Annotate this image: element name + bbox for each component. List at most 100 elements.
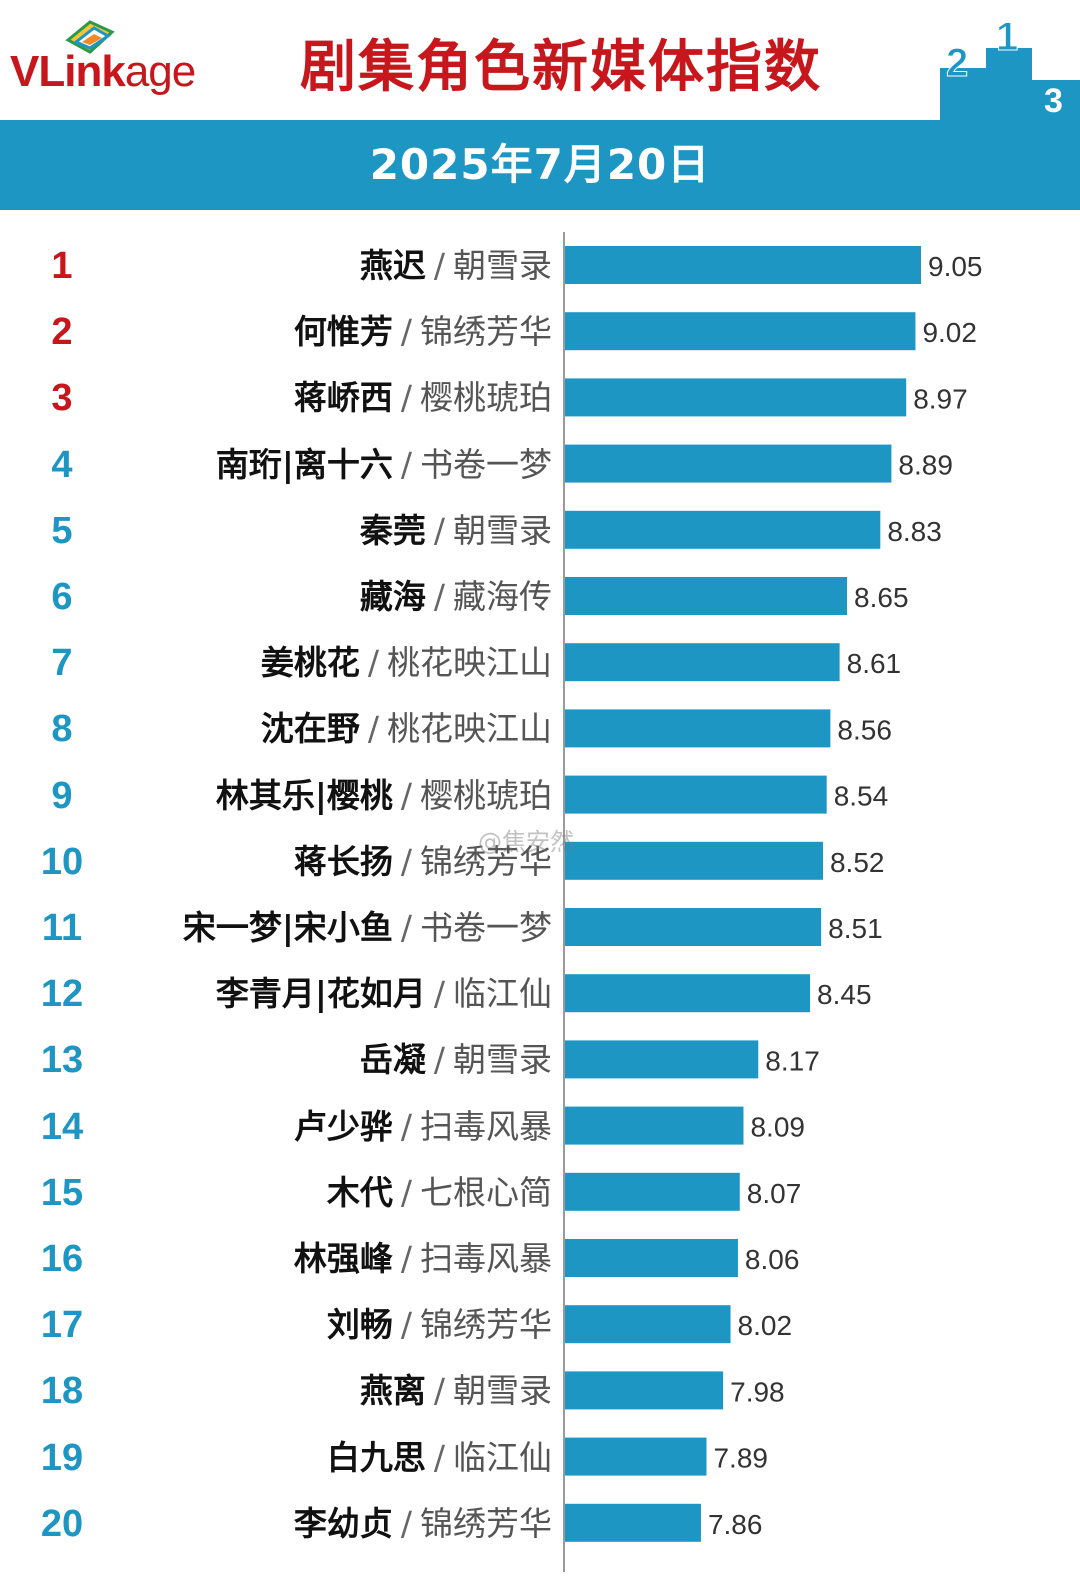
label-separator: / [433,577,445,616]
character-name: 燕离 [359,1371,426,1411]
category-label: 蒋长扬 / 锦绣芳华 [294,836,552,888]
character-name: 李青月|花如月 [215,974,426,1014]
show-name: 朝雪录 [453,246,552,285]
rank-number: 17 [40,1304,84,1347]
character-name: 何惟芳 [293,312,393,352]
bar-value-label: 8.07 [747,1178,802,1209]
category-label: 姜桃花 / 桃花映江山 [261,637,552,689]
category-label: 木代 / 七根心简 [327,1167,552,1219]
podium-icon: 2 1 3 [940,18,1080,122]
ranking-row: 18 燕离 / 朝雪录 [0,1357,1080,1423]
ranking-row: 11 宋一梦|宋小鱼 / 书卷一梦 [0,894,1080,960]
character-name: 宋一梦|宋小鱼 [182,908,393,947]
bar-value-label: 8.09 [750,1112,805,1143]
show-name: 临江仙 [453,1437,552,1477]
label-separator: / [433,974,445,1014]
ranking-row: 14 卢少骅 / 扫毒风暴 [0,1093,1080,1159]
podium-digit-2: 2 [946,41,968,85]
show-name: 七根心简 [420,1172,552,1212]
bar-value-label: 8.45 [817,979,872,1010]
rank-number: 3 [51,377,73,420]
rank-number: 4 [51,443,73,486]
show-name: 桃花映江山 [387,643,552,683]
label-separator: / [400,1503,412,1543]
rank-number: 1 [51,245,73,287]
category-label: 藏海 / 藏海传 [360,571,552,623]
bar [565,1503,701,1542]
bar [565,510,881,549]
ranking-row: 1 燕迟 / 朝雪录 [0,232,1080,298]
character-name: 刘畅 [326,1305,393,1345]
label-separator: / [400,908,412,947]
rank-number: 5 [51,509,73,552]
show-name: 临江仙 [453,974,552,1014]
bar [565,1239,738,1277]
bar [565,709,831,748]
bar [565,312,916,351]
show-name: 桃花映江山 [387,709,552,749]
character-name: 林其乐|樱桃 [215,775,393,815]
rank-number: 6 [51,576,73,618]
character-name: 秦莞 [359,510,426,550]
label-separator: / [400,1305,412,1345]
category-label: 刘畅 / 锦绣芳华 [327,1299,552,1351]
header: VLinkage 剧集角色新媒体指数 2 1 3 [0,0,1080,122]
show-name: 书卷一梦 [420,444,552,484]
bar-value-label: 7.89 [713,1443,768,1474]
bar [565,1172,740,1211]
character-name: 岳凝 [359,1040,426,1080]
bar-value-label: 8.65 [854,582,909,613]
character-name: 蒋峤西 [293,378,393,418]
show-name: 樱桃琥珀 [420,775,552,815]
ranking-row: 17 刘畅 / 锦绣芳华 [0,1291,1080,1357]
label-separator: / [433,510,445,550]
logo-text: VLinkage [10,50,196,94]
ranking-row: 16 林强峰 / 扫毒风暴 [0,1225,1080,1291]
date-band: 2025年7月20日 [0,120,1080,210]
bar-value-label: 9.02 [922,317,977,348]
ranking-row: 12 李青月|花如月 / 临江仙 [0,960,1080,1026]
bar [565,444,892,483]
category-label: 林强峰 / 扫毒风暴 [294,1233,552,1285]
show-name: 锦绣芳华 [420,1305,552,1345]
bar-value-label: 7.98 [730,1376,785,1407]
character-name: 燕迟 [359,246,426,285]
bar-value-label: 8.89 [898,450,953,481]
rank-number: 14 [40,1105,84,1148]
ranking-row: 6 藏海 / 藏海传 [0,563,1080,629]
bar [565,643,840,682]
bar-value-label: 8.97 [913,383,968,414]
label-separator: / [400,312,412,352]
bar-value-label: 8.56 [837,714,892,745]
ranking-row: 20 李幼贞 / 锦绣芳华 [0,1490,1080,1556]
ranking-row: 13 岳凝 / 朝雪录 [0,1026,1080,1092]
show-name: 扫毒风暴 [420,1239,552,1278]
bar [565,841,823,880]
bar-value-label: 8.83 [887,516,942,547]
category-label: 南珩|离十六 / 书卷一梦 [216,439,552,491]
category-label: 何惟芳 / 锦绣芳华 [294,306,552,358]
category-label: 宋一梦|宋小鱼 / 书卷一梦 [183,902,552,954]
character-name: 南珩|离十六 [215,444,393,484]
label-separator: / [400,1106,412,1146]
bar [565,378,907,417]
character-name: 藏海 [359,577,426,616]
category-label: 李青月|花如月 / 临江仙 [216,968,552,1020]
character-name: 沈在野 [260,709,360,749]
bar [565,1040,759,1079]
label-separator: / [400,775,412,815]
bar [565,775,827,814]
label-separator: / [433,1371,445,1411]
ranking-row: 4 南珩|离十六 / 书卷一梦 [0,431,1080,497]
bar-value-label: 8.51 [828,913,883,944]
bar-value-label: 8.06 [745,1244,800,1275]
ranking-row: 19 白九思 / 临江仙 [0,1424,1080,1490]
label-separator: / [400,1172,412,1212]
rank-number: 20 [40,1502,84,1545]
bar [565,246,921,284]
rank-number: 7 [51,642,73,685]
show-name: 朝雪录 [453,1371,552,1411]
ranking-row: 5 秦莞 / 朝雪录 [0,497,1080,563]
logo-mark-icon [65,20,115,54]
category-label: 沈在野 / 桃花映江山 [261,703,552,755]
